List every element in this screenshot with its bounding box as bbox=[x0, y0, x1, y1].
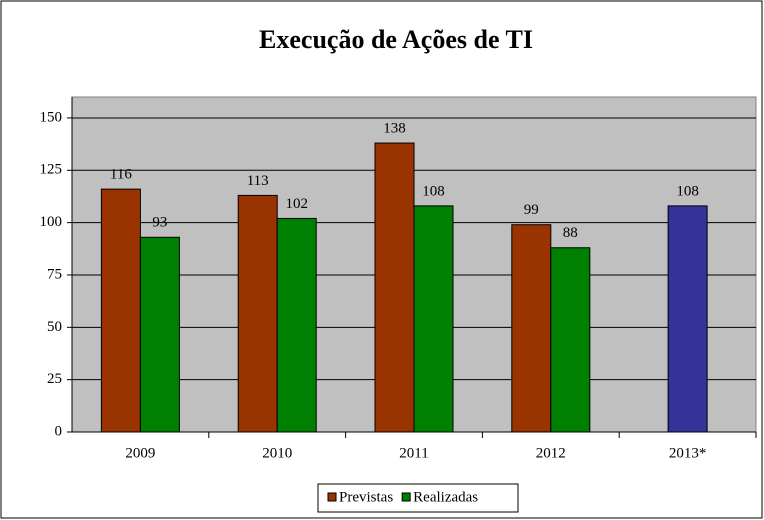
x-tick-label: 2013* bbox=[669, 445, 707, 461]
bar bbox=[237, 194, 278, 433]
bar bbox=[511, 224, 552, 433]
bar bbox=[374, 142, 415, 433]
legend-label: Realizadas bbox=[413, 489, 478, 505]
bar bbox=[100, 188, 141, 433]
y-tick-label: 150 bbox=[40, 109, 63, 125]
chart-title: Execução de Ações de TI bbox=[259, 25, 533, 54]
x-tick-label: 2012 bbox=[536, 445, 566, 461]
bar bbox=[550, 247, 591, 433]
data-label: 102 bbox=[285, 196, 308, 212]
data-label: 88 bbox=[563, 225, 578, 241]
bar bbox=[413, 205, 454, 433]
x-tick-label: 2009 bbox=[125, 445, 155, 461]
data-label: 116 bbox=[110, 167, 132, 183]
data-label: 108 bbox=[676, 183, 699, 199]
legend-swatch bbox=[327, 492, 337, 502]
data-label: 93 bbox=[152, 215, 167, 231]
data-label: 108 bbox=[422, 183, 445, 199]
legend-label: Previstas bbox=[339, 489, 393, 505]
bar bbox=[667, 205, 708, 433]
y-tick-label: 25 bbox=[47, 371, 62, 387]
y-tick-label: 125 bbox=[40, 162, 63, 178]
y-tick-label: 75 bbox=[47, 266, 62, 282]
data-label: 138 bbox=[383, 121, 406, 137]
data-label: 99 bbox=[524, 202, 539, 218]
bar bbox=[276, 217, 317, 433]
legend-swatch bbox=[401, 492, 411, 502]
y-tick-label: 0 bbox=[55, 423, 63, 439]
x-tick-label: 2010 bbox=[262, 445, 292, 461]
legend-box bbox=[317, 483, 519, 513]
x-tick-label: 2011 bbox=[399, 445, 428, 461]
bar bbox=[139, 236, 180, 433]
y-tick-label: 50 bbox=[47, 319, 62, 335]
data-label: 113 bbox=[247, 173, 269, 189]
y-tick-label: 100 bbox=[40, 214, 63, 230]
